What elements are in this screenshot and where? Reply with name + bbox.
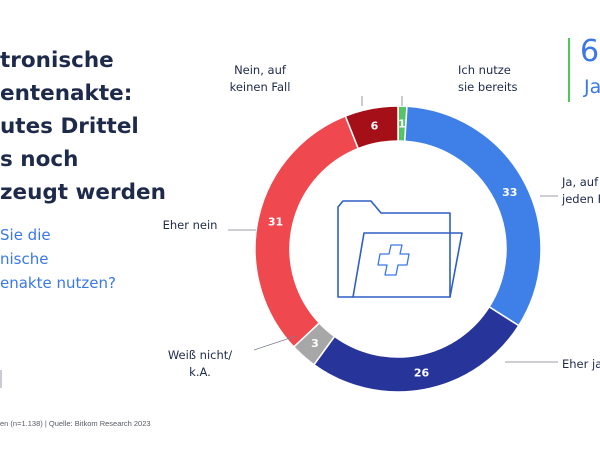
category-label-line: Ja, auf — [561, 175, 599, 189]
kpi-accent-bar — [568, 38, 570, 102]
category-label-line: Ich nutze — [458, 63, 511, 77]
donut-slice-ja-auf-jeden-fall — [403, 105, 542, 327]
value-label-ich-nutze-sie-bereits: 1 — [398, 118, 406, 131]
category-label-line: sie bereits — [458, 80, 518, 94]
kpi-label: Ja — [584, 76, 600, 98]
donut-slice-nein-auf-keinen-fall — [344, 105, 399, 150]
value-label-ja-auf-jeden-fall: 33 — [502, 186, 517, 199]
category-label-line: keinen Fall — [230, 80, 291, 94]
category-label-ich-nutze-sie-bereits: Ich nutze sie bereits — [458, 63, 518, 94]
category-label-wei-nicht-k-a: Weiß nicht/k.A. — [168, 348, 232, 379]
value-label-wei-nicht-k-a: 3 — [311, 337, 319, 350]
value-labels: 1 33 26 3 31 6 — [268, 118, 518, 380]
category-label-line: Eher nein — [163, 218, 218, 232]
category-label-ja-auf-jeden-fall: Ja, auf jeden F — [561, 175, 600, 206]
category-labels: Ich nutze sie bereits Ja, auf jeden F Eher j… — [163, 63, 600, 379]
category-label-eher-ja: Eher ja — [562, 357, 600, 371]
label-connectors — [228, 96, 558, 363]
value-label-eher-nein: 31 — [268, 216, 283, 229]
donut-segments — [254, 105, 542, 393]
category-label-line: Eher ja — [562, 357, 600, 371]
category-label-line: jeden F — [561, 192, 600, 206]
value-label-nein-auf-keinen-fall: 6 — [371, 120, 379, 133]
category-label-line: Nein, auf — [234, 63, 287, 77]
left-divider — [0, 370, 2, 388]
source-footnote: en (n=1.138) | Quelle: Bitkom Research 2… — [0, 419, 151, 428]
connector-wei-nicht-k-a — [253, 335, 297, 351]
category-label-nein-auf-keinen-fall: Nein, auf keinen Fall — [230, 63, 291, 94]
survey-question: Sie die nische enakte nutzen? — [0, 226, 116, 292]
value-label-eher-ja: 26 — [414, 366, 430, 379]
category-label-line: Weiß nicht/ — [168, 348, 232, 362]
chart-title: tronische entenakte: utes Drittel s noch… — [0, 48, 166, 205]
donut-slice-eher-nein — [254, 115, 360, 348]
category-label-line: k.A. — [189, 365, 211, 379]
kpi-value: 6 — [580, 34, 600, 69]
category-label-eher-nein: Eher nein — [163, 218, 218, 232]
medical-folder-icon — [337, 200, 463, 298]
